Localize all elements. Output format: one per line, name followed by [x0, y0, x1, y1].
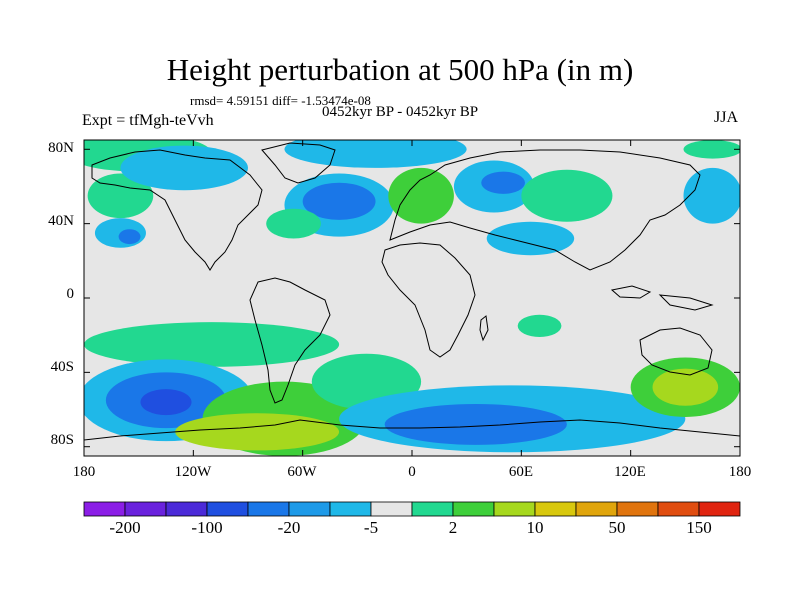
contour-fields — [84, 140, 740, 456]
lat-label-40s: 40S — [50, 359, 74, 375]
lon-label-180e: 180 — [728, 464, 752, 480]
lat-label-80s: 80S — [50, 432, 74, 448]
colorbar-label: 2 — [448, 518, 458, 537]
contour-region-neg-light — [284, 140, 467, 168]
coastlines — [84, 142, 740, 441]
colorbar-swatch — [288, 501, 331, 517]
colorbar-label: -100 — [191, 518, 223, 537]
contour-region-pos-light — [266, 208, 321, 239]
contour-region-neg-light — [683, 167, 740, 224]
colorbar-label: 10 — [526, 518, 544, 537]
contour-region-pos-strong — [652, 368, 719, 406]
contour-region-pos-mid — [388, 167, 454, 224]
season-label: JJA — [714, 109, 739, 126]
contour-region-pos-strong — [175, 413, 340, 451]
contour-region-neg-light — [486, 221, 575, 256]
contour-region-pos-light — [521, 169, 613, 222]
contour-region-neg-mid — [302, 182, 376, 220]
lat-label-40n: 40N — [48, 213, 74, 229]
colorbar-swatch — [83, 501, 126, 517]
colorbar-swatch — [698, 501, 741, 517]
colorbar-swatch — [247, 501, 290, 517]
colorbar-label: -20 — [277, 518, 301, 537]
contour-region-neg-mid — [118, 229, 141, 245]
lon-label-120e: 120E — [614, 464, 646, 480]
lat-label-80n: 80N — [48, 140, 74, 156]
colorbar-swatch — [411, 501, 454, 517]
contour-region-neg-mid — [481, 171, 525, 194]
lon-label-0: 0 — [408, 464, 416, 480]
colorbar-swatch — [329, 501, 372, 517]
contour-region-pos-light — [517, 314, 562, 338]
colorbar-swatch — [493, 501, 536, 517]
plot-title: Height perturbation at 500 hPa (in m) — [166, 52, 634, 87]
colorbar — [83, 501, 741, 517]
colorbar-label: -200 — [109, 518, 141, 537]
contour-region-pos-light — [683, 140, 740, 159]
colorbar-swatch — [124, 501, 167, 517]
colorbar-label: 150 — [686, 518, 712, 537]
contour-region-neg-light — [120, 145, 248, 191]
colorbar-swatch — [575, 501, 618, 517]
contour-region-pos-light — [87, 173, 154, 219]
contour-region-pos-light — [84, 322, 340, 367]
colorbar-swatch — [534, 501, 577, 517]
stats-text: rmsd= 4.59151 diff= -1.53474e-08 — [190, 93, 371, 108]
lon-label-60e: 60E — [508, 464, 534, 480]
colorbar-swatch — [165, 501, 208, 517]
colorbar-swatch — [370, 501, 413, 517]
contour-region-neg-mid — [384, 403, 567, 445]
experiment-label: Expt = tfMgh-teVvh — [82, 112, 214, 129]
axis-ticks — [83, 140, 741, 456]
colorbar-label: 50 — [608, 518, 626, 537]
colorbar-swatch — [657, 501, 700, 517]
lon-label-60w: 60W — [287, 464, 317, 480]
colorbar-label: -5 — [363, 518, 379, 537]
period-label: 0452kyr BP - 0452kyr BP — [322, 104, 479, 120]
contour-region-neg-dark — [140, 389, 192, 416]
lat-label-eq: 0 — [66, 286, 75, 302]
lon-label-120w: 120W — [174, 464, 212, 480]
colorbar-swatch — [452, 501, 495, 517]
colorbar-swatch — [616, 501, 659, 517]
colorbar-swatch — [206, 501, 249, 517]
lon-label-180w: 180 — [72, 464, 96, 480]
